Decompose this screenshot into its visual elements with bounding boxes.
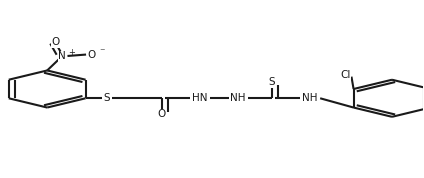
Text: Cl: Cl [340, 70, 350, 80]
Text: O: O [158, 109, 166, 119]
Text: HN: HN [192, 93, 207, 103]
Text: O: O [51, 37, 60, 47]
Text: S: S [103, 93, 110, 103]
Text: S: S [268, 77, 275, 87]
Text: N: N [58, 51, 66, 61]
Text: O: O [87, 49, 96, 60]
Text: ⁻: ⁻ [99, 47, 105, 57]
Text: NH: NH [302, 93, 317, 103]
Text: NH: NH [230, 93, 245, 103]
Text: +: + [68, 48, 75, 57]
